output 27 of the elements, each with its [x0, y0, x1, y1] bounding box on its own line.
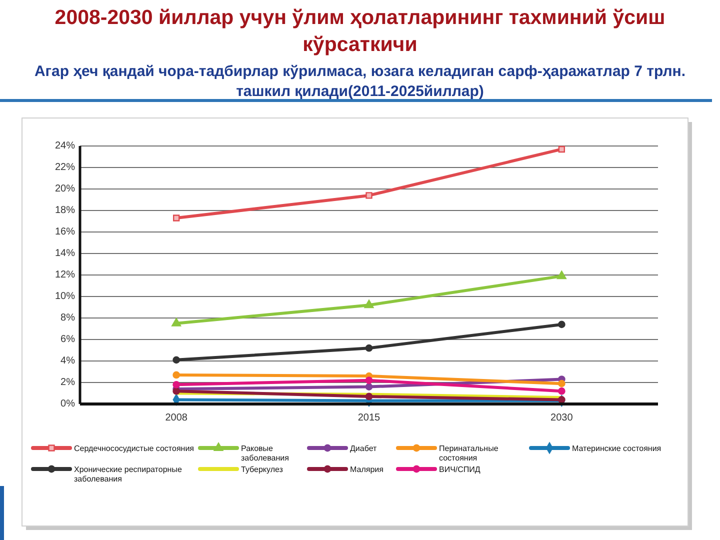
chart-title: 2008-2030 йиллар учун ўлим ҳолатларининг тахминий ўсиш кўрсаткичи [54, 5, 666, 58]
y-tick-label: 12% [54, 270, 76, 280]
y-tick-label: 16% [54, 226, 76, 238]
y-tick-label: 20% [54, 184, 76, 194]
y-tick-label: 24% [54, 140, 76, 152]
x-tick-label: 2015 [358, 412, 381, 424]
legend-label: Перинатальные состояния [439, 444, 499, 462]
y-tick-label: 2% [60, 377, 76, 388]
legend-label: ВИЧ/СПИД [439, 464, 481, 474]
x-tick-label: 2030 [550, 412, 574, 424]
y-tick-label: 10% [54, 291, 76, 302]
legend-label: Материнские состояния [572, 444, 662, 452]
legend-label: Хронические респираторные заболевания [74, 464, 182, 483]
y-tick-label: 18% [54, 205, 76, 216]
legend-label: Туберкулез [241, 464, 284, 474]
y-tick-label: 0% [60, 398, 76, 410]
y-tick-label: 14% [54, 248, 76, 259]
legend-label: Сердечнососудистые состояния [74, 444, 194, 452]
chart-subtitle: Агар ҳеч қандай чора-тадбирлар кўрилмаса, юзага келадиган сарф-ҳаражатлар 7 трлн. ташкил қилади(2011-2025йиллар) [33, 62, 687, 102]
y-tick-label: 4% [60, 356, 76, 366]
legend-label: Малярия [350, 464, 384, 474]
legend-label: Диабет [350, 444, 378, 452]
x-tick-label: 2008 [165, 412, 188, 424]
y-tick-label: 6% [60, 334, 76, 345]
legend-label: Раковые заболевания [241, 444, 289, 462]
y-tick-label: 22% [54, 162, 76, 173]
y-tick-label: 8% [60, 312, 76, 324]
